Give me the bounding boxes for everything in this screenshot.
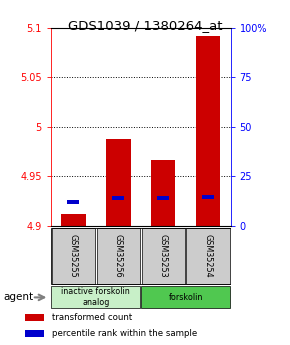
Bar (26, 329, 44, 337)
Text: percentile rank within the sample: percentile rank within the sample (52, 329, 197, 338)
Text: GSM35255: GSM35255 (69, 234, 78, 278)
Text: GSM35254: GSM35254 (204, 234, 213, 278)
Bar (97, 228, 140, 284)
Bar (106, 139, 130, 226)
Text: transformed count: transformed count (52, 313, 132, 322)
Bar (202, 196, 214, 199)
Text: inactive forskolin
analog: inactive forskolin analog (61, 287, 130, 307)
Bar (196, 36, 220, 226)
Bar (112, 196, 124, 200)
Bar (61, 214, 86, 226)
Bar (67, 200, 79, 204)
Text: GDS1039 / 1380264_at: GDS1039 / 1380264_at (68, 19, 222, 32)
Text: GSM35256: GSM35256 (114, 234, 123, 278)
Text: GSM35253: GSM35253 (159, 234, 168, 278)
Bar (186, 228, 230, 284)
Bar (52, 228, 95, 284)
Bar (142, 228, 185, 284)
Bar (157, 196, 169, 200)
Text: agent: agent (3, 293, 33, 302)
Text: forskolin: forskolin (168, 293, 203, 302)
Bar (141, 286, 230, 308)
Bar (51, 286, 140, 308)
Bar (26, 314, 44, 321)
Bar (151, 159, 175, 226)
